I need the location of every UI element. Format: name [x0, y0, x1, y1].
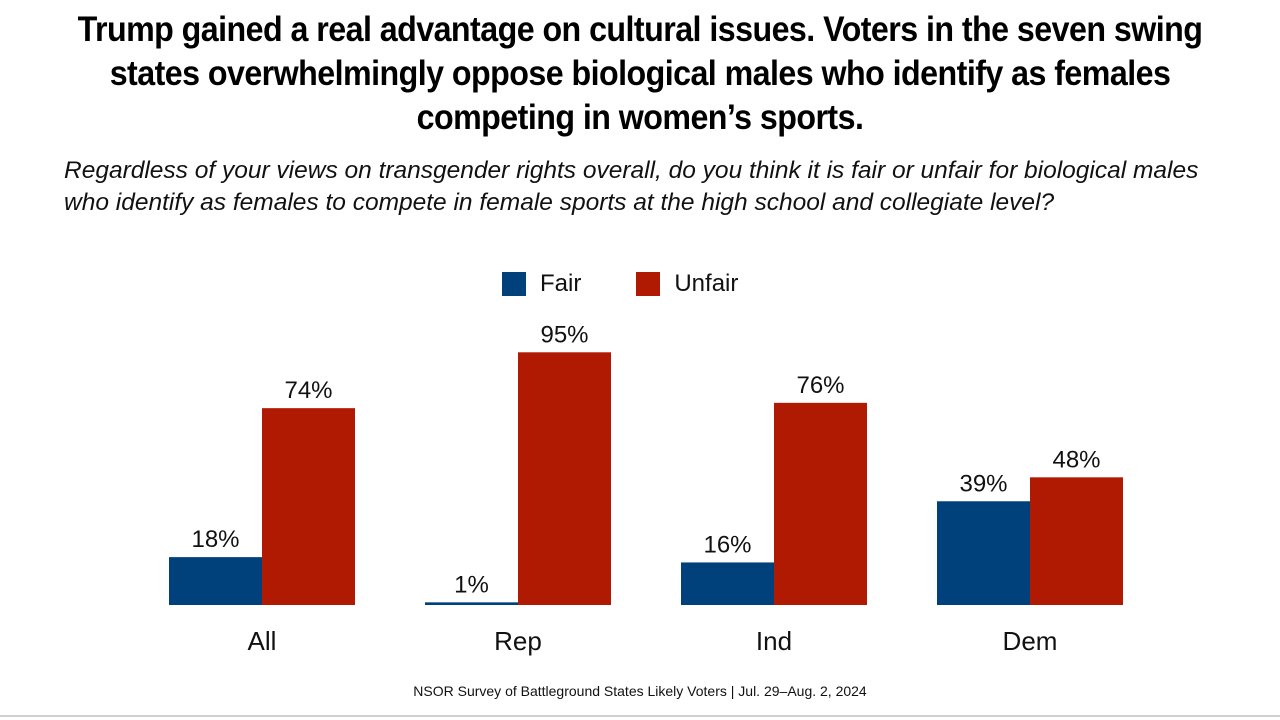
bar-fair-all	[169, 557, 262, 605]
bar-unfair-all	[262, 408, 355, 605]
legend-item-unfair: Unfair	[636, 270, 738, 298]
x-tick-label: Dem	[1003, 626, 1058, 656]
data-label: 95%	[540, 321, 588, 348]
data-label: 48%	[1052, 446, 1100, 473]
data-label: 74%	[284, 377, 332, 404]
legend: Fair Unfair	[502, 270, 793, 298]
bar-fair-ind	[681, 562, 774, 605]
bottom-divider	[0, 715, 1280, 717]
x-tick-label: All	[248, 626, 277, 656]
legend-swatch-fair	[502, 272, 526, 296]
bar-fair-dem	[937, 501, 1030, 605]
data-label: 1%	[454, 571, 489, 598]
survey-question: Regardless of your views on transgender …	[64, 157, 1199, 216]
legend-swatch-unfair	[636, 272, 661, 296]
data-label: 18%	[191, 526, 239, 553]
data-label: 16%	[703, 531, 751, 558]
source-note: NSOR Survey of Battleground States Likel…	[413, 683, 867, 699]
data-label: 76%	[796, 372, 844, 399]
x-tick-label: Ind	[756, 626, 792, 656]
legend-item-fair: Fair	[502, 270, 581, 298]
legend-label-unfair: Unfair	[674, 270, 739, 297]
data-label: 39%	[959, 470, 1007, 497]
bar-unfair-ind	[774, 402, 867, 605]
x-tick-label: Rep	[494, 626, 542, 656]
bar-unfair-rep	[518, 352, 611, 605]
chart-title: Trump gained a real advantage on cultura…	[77, 10, 1203, 137]
legend-label-fair: Fair	[540, 270, 582, 297]
bar-fair-rep	[425, 602, 518, 605]
bar-unfair-dem	[1030, 477, 1123, 605]
